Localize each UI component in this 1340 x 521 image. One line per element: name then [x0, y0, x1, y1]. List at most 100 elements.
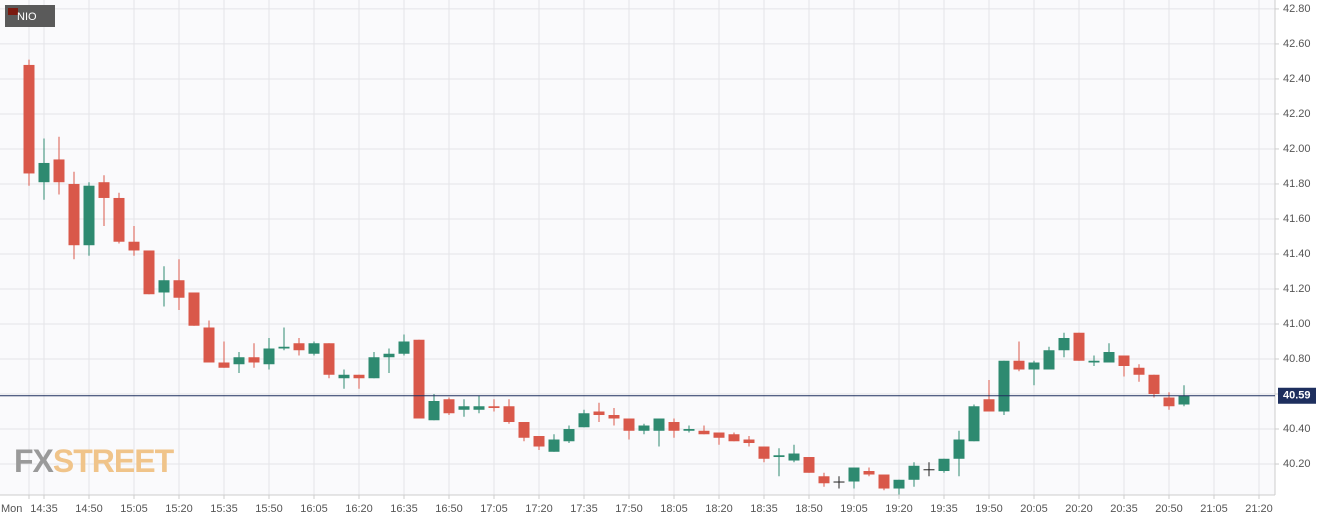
candle-body [413, 339, 425, 419]
candle-body [1013, 360, 1025, 370]
candle-body [443, 399, 455, 414]
x-tick-label: 21:20 [1245, 503, 1273, 515]
candle-body [263, 348, 275, 365]
candle-body [128, 241, 140, 251]
candle-body [83, 185, 95, 246]
x-tick-label: 20:05 [1020, 503, 1048, 515]
candle-body [218, 362, 230, 368]
candle-body [668, 422, 680, 431]
candle-body [623, 418, 635, 431]
x-tick-label: 20:20 [1065, 503, 1093, 515]
candle-body [743, 439, 755, 444]
y-tick-label: 42.20 [1283, 108, 1311, 120]
candle-body [773, 455, 785, 458]
y-tick-label: 41.80 [1283, 178, 1311, 190]
candle-body [848, 467, 860, 482]
candle-body [638, 425, 650, 431]
x-tick-label: 15:35 [210, 503, 238, 515]
candle-body [578, 413, 590, 428]
candle-body [473, 406, 485, 410]
candle-body [293, 343, 305, 351]
x-tick-label: 17:20 [525, 503, 553, 515]
candle-body [593, 411, 605, 416]
candle-body [488, 406, 500, 409]
x-tick-label: 19:05 [840, 503, 868, 515]
y-tick-label: 40.40 [1283, 423, 1311, 435]
candle-body [113, 197, 125, 242]
last-price-box [1278, 387, 1316, 404]
candle-body [953, 439, 965, 459]
candle-body [68, 183, 80, 246]
x-tick-label: 21:05 [1200, 503, 1228, 515]
candle-body [1163, 397, 1175, 407]
candle-body [833, 481, 845, 483]
x-tick-label: 16:35 [390, 503, 418, 515]
candle-body [23, 64, 35, 174]
candle-body [98, 182, 110, 198]
y-tick-label: 41.60 [1283, 213, 1311, 225]
x-tick-label: 14:35 [30, 503, 58, 515]
candle-body [368, 357, 380, 379]
x-tick-label: 15:05 [120, 503, 148, 515]
x-tick-label: 15:20 [165, 503, 193, 515]
candle-body [818, 476, 830, 484]
candle-body [548, 439, 560, 452]
candle-body [458, 406, 470, 410]
y-tick-label: 42.60 [1283, 38, 1311, 50]
x-tick-label: 20:50 [1155, 503, 1183, 515]
y-tick-label: 42.80 [1283, 3, 1311, 15]
watermark-street: STREET [53, 443, 175, 479]
candle-body [1088, 360, 1100, 363]
candle-body [1043, 350, 1055, 370]
candle-body [563, 429, 575, 442]
candle-body [1118, 355, 1130, 366]
y-tick-label: 41.20 [1283, 283, 1311, 295]
candle-body [968, 406, 980, 442]
grid [0, 0, 1275, 495]
candle-body [878, 474, 890, 489]
candle-body [1028, 362, 1040, 370]
watermark: FXSTREET [14, 443, 175, 479]
x-tick-label: 19:20 [885, 503, 913, 515]
candle-body [608, 415, 620, 419]
x-tick-label: Mon [1, 503, 22, 515]
x-tick-label: 17:35 [570, 503, 598, 515]
candle-body [803, 457, 815, 473]
y-tick-label: 42.40 [1283, 73, 1311, 85]
candle-body [53, 159, 65, 183]
x-tick-label: 17:05 [480, 503, 508, 515]
candle-body [308, 343, 320, 354]
candle-body [428, 401, 440, 421]
candle-body [233, 357, 245, 365]
candle-body [938, 458, 950, 472]
candle-body [323, 343, 335, 375]
candle-body [278, 346, 290, 349]
plot-background [0, 0, 1275, 495]
y-tick-label: 41.00 [1283, 318, 1311, 330]
candle-body [788, 453, 800, 461]
candle-body [383, 353, 395, 358]
x-tick-label: 16:05 [300, 503, 328, 515]
candle-body [1148, 374, 1160, 395]
last-price-label: 40.59 [1283, 390, 1311, 402]
candle-body [728, 434, 740, 442]
candle-body [863, 471, 875, 475]
candle-body [158, 280, 170, 293]
candle-body [533, 436, 545, 447]
candle-body [683, 429, 695, 431]
y-tick-label: 41.40 [1283, 248, 1311, 260]
x-tick-label: 16:20 [345, 503, 373, 515]
x-tick-label: 19:35 [930, 503, 958, 515]
candle-body [518, 422, 530, 438]
x-tick-label: 18:50 [795, 503, 823, 515]
candle-body [203, 327, 215, 363]
candle-body [1103, 351, 1115, 363]
candle-body [173, 280, 185, 298]
candle-body [503, 406, 515, 423]
y-tick-label: 42.00 [1283, 143, 1311, 155]
candle-body [983, 399, 995, 412]
x-tick-label: 17:50 [615, 503, 643, 515]
candle-body [1178, 395, 1190, 405]
